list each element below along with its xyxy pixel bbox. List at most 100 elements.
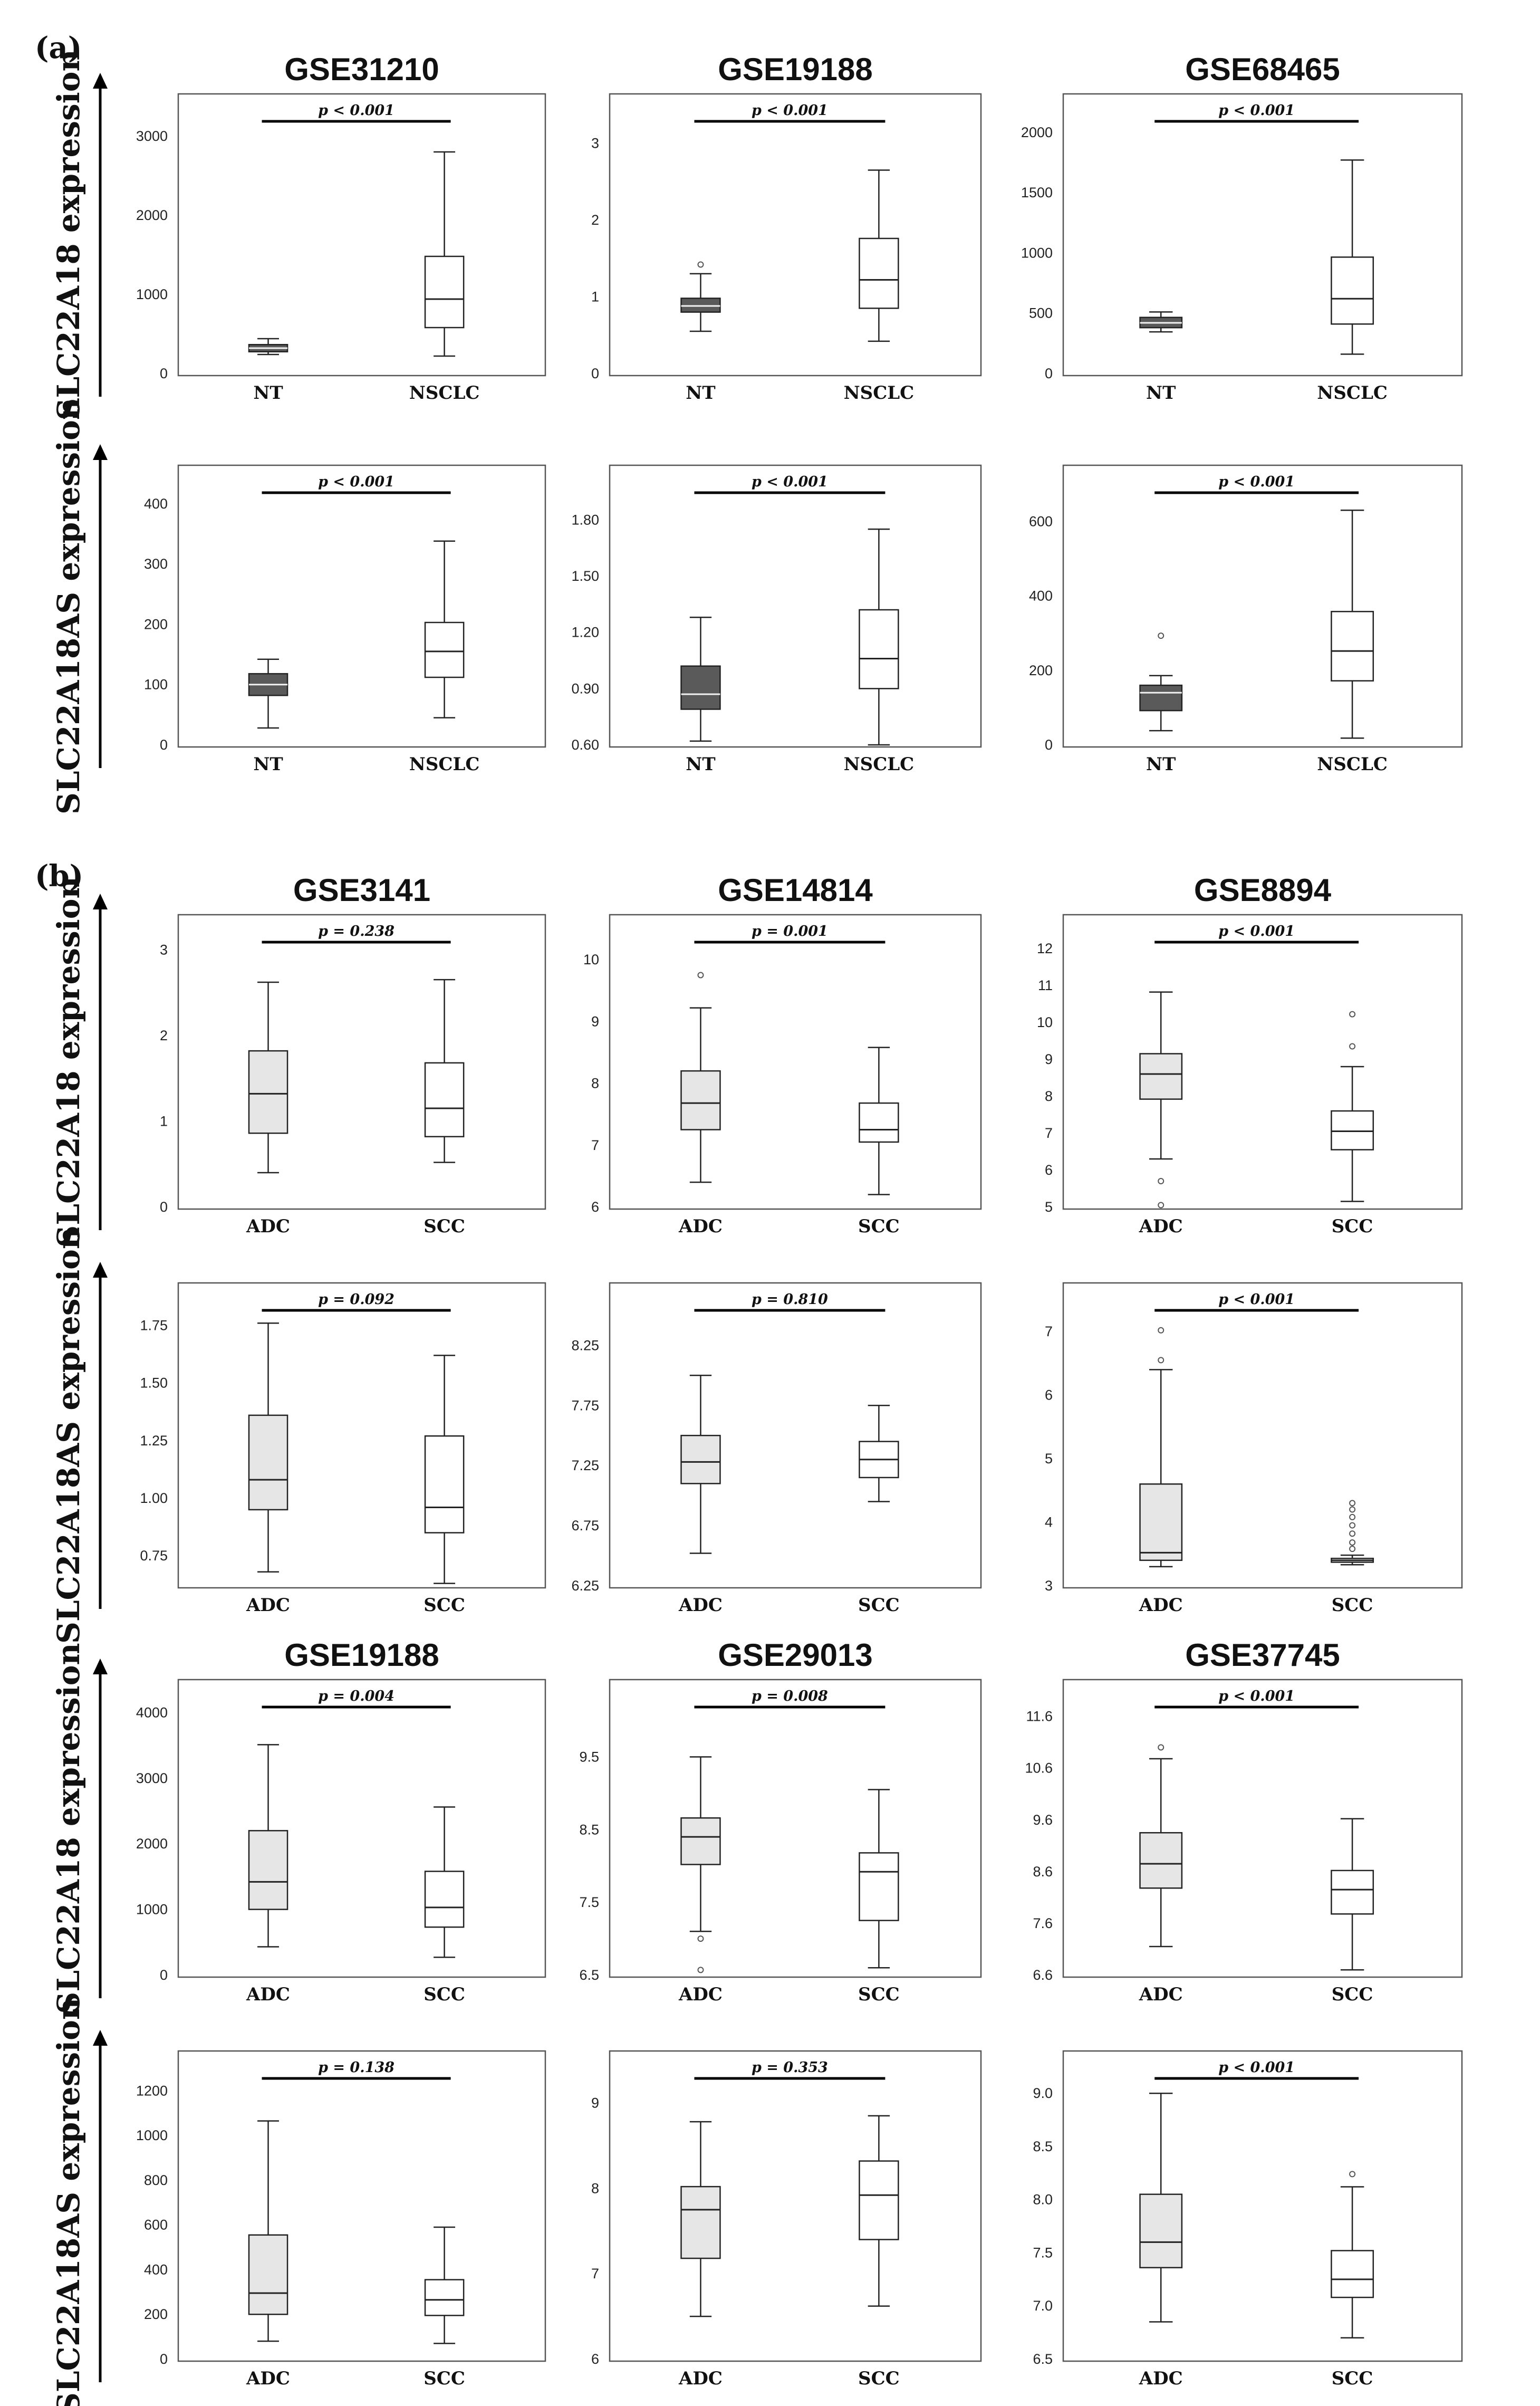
p-value-label: p = 0.004	[318, 1688, 394, 1704]
y-tick-label: 9.5	[579, 1749, 599, 1765]
panel-10: 0.75 1.00 1.25 1.50 1.75 p = 0.092 ADC SCC	[140, 1282, 546, 1616]
panel-5: 0.60 0.90 1.20 1.50 1.80 p < 0.001 NT NSCLC	[571, 464, 982, 775]
box-iqr	[424, 2279, 465, 2316]
y-tick-label: 1.75	[140, 1318, 168, 1334]
box-scc	[859, 1405, 899, 1502]
y-tick-label: 0	[160, 366, 168, 381]
panel-frame	[177, 914, 546, 1210]
y-tick-label: 10.6	[1025, 1760, 1053, 1776]
box-iqr	[1139, 2193, 1183, 2268]
box-nsclc	[424, 540, 465, 718]
category-label: ADC	[246, 2368, 290, 2389]
panel-frame	[609, 1282, 982, 1589]
y-tick-label: 6.75	[571, 1518, 599, 1533]
y-tick-label: 1200	[136, 2083, 168, 2098]
y-tick-label: 8.5	[579, 1822, 599, 1837]
box-nt	[680, 616, 721, 742]
outlier-point	[1349, 1506, 1356, 1513]
box-iqr	[859, 237, 899, 309]
y-tick-label: 200	[144, 616, 168, 632]
panel-frame	[177, 93, 546, 377]
panel-3: 0 500 1000 1500 2000 GSE68465 p < 0.001 NT NSCLC	[1021, 52, 1463, 404]
box-iqr	[680, 1817, 721, 1865]
box-nt	[248, 658, 288, 729]
p-value-label: p < 0.001	[1218, 2059, 1295, 2076]
outlier-point	[1158, 632, 1164, 639]
category-label: ADC	[678, 1216, 723, 1237]
p-value-label: p < 0.001	[318, 474, 394, 490]
p-value-label: p < 0.001	[318, 102, 394, 119]
category-label: ADC	[678, 1984, 723, 2005]
box-nsclc	[859, 169, 899, 342]
y-tick-label: 11.6	[1026, 1709, 1053, 1724]
category-label: NT	[1146, 754, 1176, 775]
y-tick-label: 9.6	[1033, 1812, 1053, 1828]
panel-1: 0 1000 2000 3000 GSE31210 p < 0.001 NT NSCLC	[136, 52, 546, 404]
y-tick-label: 8.25	[571, 1337, 599, 1353]
box-iqr	[859, 2160, 899, 2240]
y-tick-label: 600	[1029, 513, 1053, 529]
y-tick-label: 8	[591, 1076, 599, 1091]
panel-title: GSE29013	[718, 1637, 873, 1673]
category-label: ADC	[678, 2368, 723, 2389]
panel-title: GSE19188	[284, 1637, 439, 1673]
y-tick-label: 2	[160, 1028, 168, 1043]
y-tick-label: 200	[1029, 663, 1053, 678]
box-nsclc	[424, 151, 465, 357]
box-adc	[1139, 991, 1183, 1209]
panel-frame	[177, 1282, 546, 1589]
category-label: NT	[686, 754, 715, 775]
p-value-label: p = 0.001	[752, 923, 828, 940]
y-axis-title-3: SLC22A18 expression	[51, 876, 108, 1248]
category-label: SCC	[424, 1595, 465, 1616]
y-tick-label: 300	[144, 556, 168, 572]
y-tick-label: 3	[160, 942, 168, 957]
category-label: ADC	[678, 1595, 723, 1616]
y-tick-label: 100	[144, 677, 168, 693]
y-tick-label: 0.60	[571, 737, 599, 753]
y-tick-label: 5	[1045, 1451, 1053, 1466]
y-tick-label: 10	[1037, 1014, 1053, 1030]
p-value-label: p < 0.001	[1218, 923, 1295, 940]
panel-7: 0 1 2 3 GSE3141 p = 0.238 ADC SCC	[160, 873, 546, 1237]
y-tick-label: 8	[1045, 1088, 1053, 1104]
category-label: ADC	[246, 1984, 290, 2005]
category-label: NSCLC	[1317, 754, 1388, 775]
box-iqr	[680, 665, 721, 710]
panel-15: 6.6 7.6 8.6 9.6 10.6 11.6 GSE37745 p < 0.001 ADC…	[1025, 1637, 1463, 2005]
y-tick-label: 0	[160, 1967, 168, 1983]
outlier-point	[697, 972, 704, 979]
panel-9: 5 6 7 8 9 10 11 12 GSE8894 p < 0.001 ADC SCC	[1037, 873, 1463, 1237]
box-adc	[248, 1322, 288, 1573]
y-tick-label: 8.0	[1033, 2192, 1053, 2208]
outlier-point	[1158, 1357, 1164, 1364]
y-axis-title-6: SLC22A18AS expression	[51, 1998, 108, 2406]
panel-frame	[177, 2050, 546, 2362]
y-tick-label: 10	[583, 952, 599, 967]
box-scc	[424, 979, 465, 1163]
box-iqr	[424, 1435, 465, 1533]
y-tick-label: 0	[591, 366, 599, 381]
panel-title: GSE37745	[1185, 1637, 1340, 1673]
y-tick-label: 8.5	[1033, 2139, 1053, 2154]
y-tick-label: 3000	[136, 1770, 168, 1786]
outlier-point	[1349, 1530, 1356, 1537]
panel-frame	[1062, 93, 1463, 377]
category-label: ADC	[246, 1216, 290, 1237]
category-label: ADC	[1139, 1216, 1183, 1237]
box-nt	[1139, 311, 1183, 333]
outlier-point	[1349, 1522, 1356, 1529]
panel-12: 3 4 5 6 7 p < 0.001 ADC SCC	[1045, 1282, 1463, 1616]
up-arrow-icon	[93, 1659, 108, 1674]
category-label: ADC	[246, 1595, 290, 1616]
category-label: NT	[253, 754, 283, 775]
category-label: NSCLC	[409, 382, 480, 404]
y-tick-label: 6	[591, 2351, 599, 2367]
y-tick-label: 9.0	[1033, 2085, 1053, 2101]
box-iqr	[859, 609, 899, 689]
category-label: SCC	[858, 1216, 900, 1237]
panel-frame	[1062, 914, 1463, 1210]
y-tick-label: 6.5	[579, 1967, 599, 1983]
box-adc	[248, 1744, 288, 1948]
box-iqr	[1139, 684, 1183, 712]
